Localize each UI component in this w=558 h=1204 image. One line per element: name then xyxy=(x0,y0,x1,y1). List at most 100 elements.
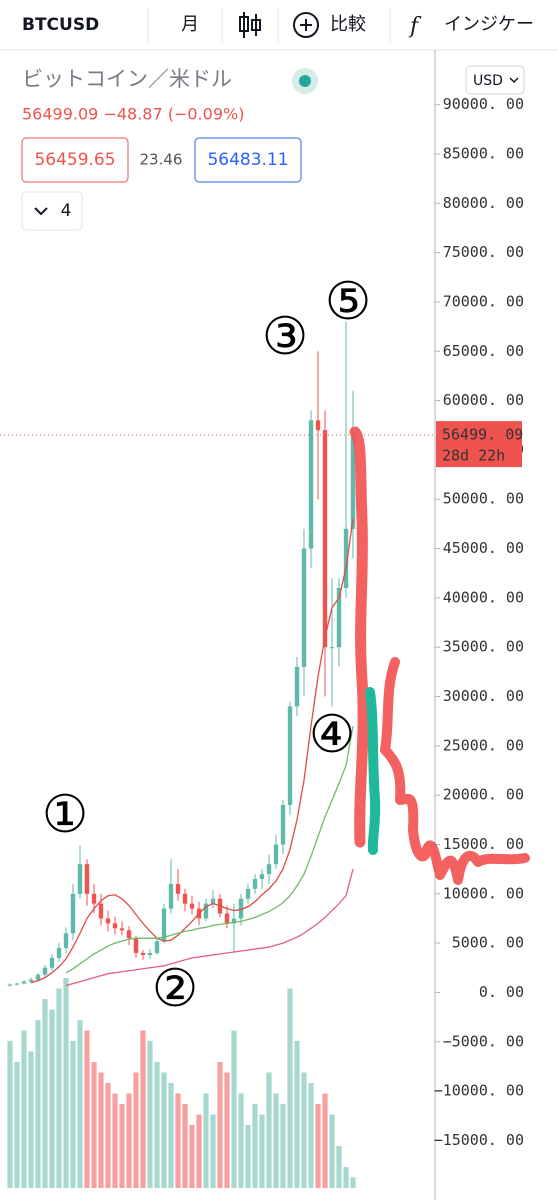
volume-bar xyxy=(7,1041,13,1188)
ask-box[interactable] xyxy=(194,137,302,183)
volume-bar xyxy=(189,1125,195,1188)
moving-average xyxy=(65,868,354,987)
compare-icon[interactable] xyxy=(293,12,319,38)
volume-bar xyxy=(133,1072,139,1188)
candle-body xyxy=(294,666,300,707)
volume-bar xyxy=(140,1030,146,1188)
candle-body xyxy=(238,898,244,919)
candle-body xyxy=(126,930,132,939)
chart-type-icon[interactable] xyxy=(239,12,261,38)
chevron xyxy=(509,77,519,84)
volume-bar xyxy=(28,1051,34,1188)
price-tag xyxy=(436,421,522,468)
candle-body xyxy=(266,864,272,875)
volume-bar xyxy=(154,1062,160,1188)
bid-box[interactable] xyxy=(21,137,129,183)
volume-bar xyxy=(175,1093,181,1188)
volume-bar xyxy=(273,1093,279,1188)
volume-bar xyxy=(98,1072,104,1188)
volume-bar xyxy=(245,1125,251,1188)
compare[interactable]: 比較 xyxy=(330,14,366,35)
volume-bar xyxy=(112,1093,118,1188)
volume-bar xyxy=(280,1104,286,1188)
annotation: ③ xyxy=(262,307,309,367)
y-tick-label: 75000. 00 xyxy=(443,243,524,261)
candle-body xyxy=(49,957,55,968)
candle-body xyxy=(350,435,356,529)
y-tick-label: −10000. 00 xyxy=(434,1082,524,1100)
candle-body xyxy=(245,888,251,899)
y-tick-label: 10000. 00 xyxy=(443,884,524,902)
y-tick-label: 50000. 00 xyxy=(443,490,524,508)
volume-bar xyxy=(14,1062,20,1188)
candle-body xyxy=(210,898,216,904)
volume-bar xyxy=(210,1114,216,1188)
candle-body xyxy=(63,933,69,949)
spread: 23.46 xyxy=(140,151,183,169)
candle-body xyxy=(231,918,237,924)
volume-bar xyxy=(105,1083,111,1188)
candle-body xyxy=(315,420,321,431)
currency[interactable]: USD xyxy=(473,73,503,89)
y-tick-label: 40000. 00 xyxy=(443,588,524,606)
bid[interactable]: 56459.65 xyxy=(34,150,115,170)
interval[interactable]: 月 xyxy=(181,14,199,35)
chevron xyxy=(34,207,48,216)
y-tick-label: 30000. 00 xyxy=(443,687,524,705)
candle-body xyxy=(252,879,258,889)
candle-body xyxy=(119,928,125,931)
volume-bar xyxy=(63,978,69,1188)
volume-bar xyxy=(287,988,293,1188)
candle-body xyxy=(98,903,104,919)
candle-body xyxy=(308,420,314,549)
candle-body xyxy=(147,952,153,955)
volume-bar xyxy=(343,1167,349,1188)
volume-bar xyxy=(70,1041,76,1188)
candle-body xyxy=(161,908,167,942)
volume-bar xyxy=(161,1072,167,1188)
ask[interactable]: 56483.11 xyxy=(207,150,288,170)
candle-body xyxy=(175,883,181,894)
annotation: ④ xyxy=(309,705,356,765)
candle-body xyxy=(35,974,41,980)
candle-body xyxy=(56,948,62,958)
y-tick-label: 80000. 00 xyxy=(443,194,524,212)
candle-body xyxy=(280,805,286,845)
symbol[interactable]: BTCUSD xyxy=(22,15,99,35)
volume-bar xyxy=(238,1093,244,1188)
volume-bar xyxy=(315,1104,321,1188)
candle-body xyxy=(329,647,335,649)
volume-bar xyxy=(329,1114,335,1188)
plot: −15000. 00 −10000. 00 −5000. 00 0. 00 5000. … xyxy=(0,95,524,1188)
volume-bar xyxy=(35,1020,41,1188)
y-tick-label: 5000. 00 xyxy=(452,934,524,952)
y-tick-label: 45000. 00 xyxy=(443,539,524,557)
annotation: ① xyxy=(42,785,89,845)
volume-bar xyxy=(322,1093,328,1188)
y-tick-label: 0. 00 xyxy=(479,983,524,1001)
instrument-name: ビットコイン／米ドル xyxy=(22,67,232,91)
volume-bar xyxy=(259,1114,265,1188)
volume-bar xyxy=(203,1093,209,1188)
currency-button[interactable] xyxy=(465,65,525,95)
candle-body xyxy=(28,979,34,982)
price-tag-price: 56499. 09 xyxy=(442,426,523,444)
volume-bar xyxy=(119,1104,125,1188)
indicator-toggle[interactable] xyxy=(21,191,83,231)
indicators[interactable]: インジケー xyxy=(444,14,534,35)
volume-bar xyxy=(91,1062,97,1188)
volume-bar xyxy=(301,1072,307,1188)
y-tick-label: 60000. 00 xyxy=(443,391,524,409)
candle-body xyxy=(224,913,230,924)
candle-body xyxy=(84,864,90,894)
indicator-count[interactable]: 4 xyxy=(61,201,72,221)
volume-bar xyxy=(84,1030,90,1188)
quote: 56499.09 −48.87 (−0.09%) xyxy=(22,105,244,124)
volume-bar xyxy=(252,1104,258,1188)
candle-body xyxy=(154,941,160,953)
y-tick-label: 85000. 00 xyxy=(443,144,524,162)
y-tick-label: 15000. 00 xyxy=(443,835,524,853)
candle-body xyxy=(189,903,195,909)
